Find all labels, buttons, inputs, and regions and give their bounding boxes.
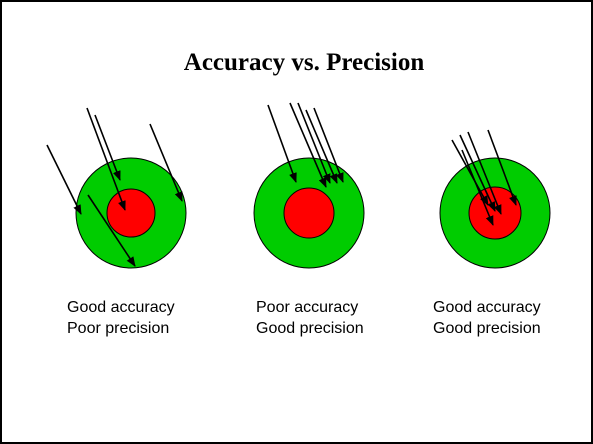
caption-accuracy: Good accuracy: [67, 299, 175, 316]
title: Accuracy vs. Precision: [184, 49, 425, 76]
target-right: [439, 129, 551, 269]
caption-precision: Poor precision: [67, 320, 169, 337]
bullseye: [468, 186, 522, 240]
caption-precision: Good precision: [433, 320, 541, 337]
arrow: [86, 107, 126, 211]
arrow: [289, 102, 327, 188]
bullseye: [283, 187, 335, 239]
arrow: [46, 144, 82, 215]
arrow: [87, 194, 136, 267]
arrow: [297, 102, 331, 184]
arrow: [305, 109, 338, 184]
arrow: [267, 104, 297, 183]
arrow: [467, 131, 502, 215]
arrow: [451, 139, 489, 206]
arrow: [461, 149, 494, 226]
bullseye: [106, 188, 156, 238]
arrow: [94, 114, 121, 181]
arrow: [313, 107, 344, 183]
arrow: [149, 123, 183, 202]
arrow: [487, 129, 517, 206]
arrow: [459, 134, 496, 212]
target-middle: [253, 102, 365, 269]
caption-precision: Good precision: [256, 320, 364, 337]
target-left: [46, 107, 187, 269]
caption-accuracy: Poor accuracy: [256, 299, 358, 316]
caption-accuracy: Good accuracy: [433, 299, 541, 316]
